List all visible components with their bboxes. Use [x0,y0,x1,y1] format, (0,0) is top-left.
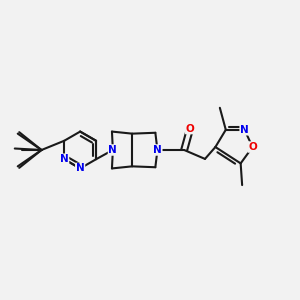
Text: N: N [240,125,249,135]
Text: N: N [153,145,162,155]
Text: N: N [76,164,85,173]
Text: N: N [60,154,69,164]
Text: N: N [109,145,117,155]
Text: O: O [186,124,194,134]
Text: O: O [248,142,257,152]
